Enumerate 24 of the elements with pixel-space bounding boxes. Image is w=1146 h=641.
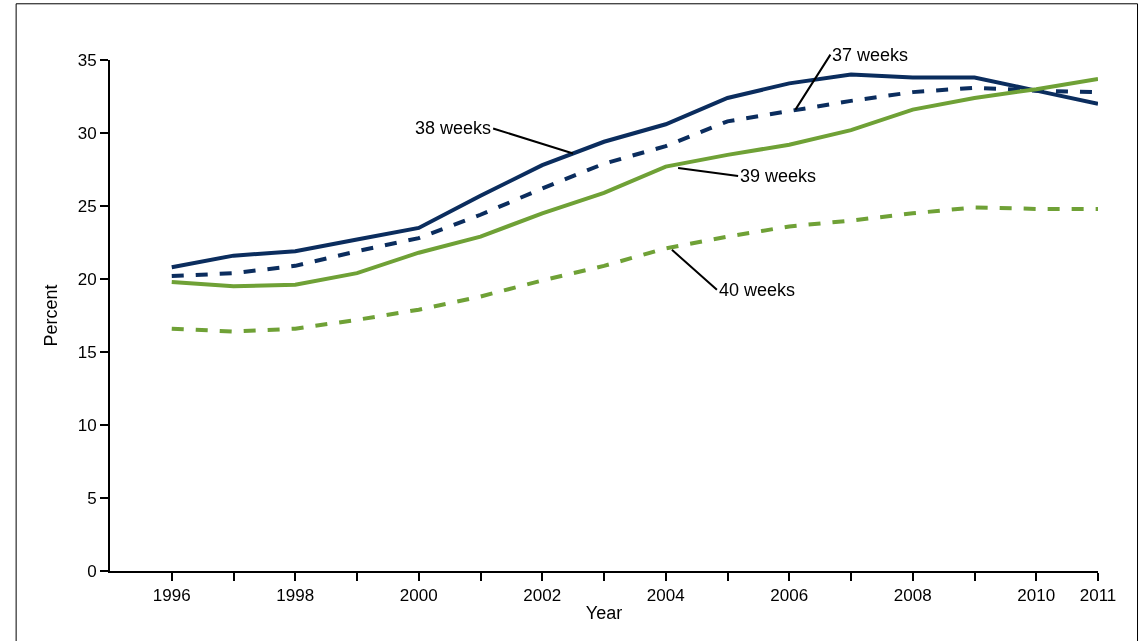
annotation: 37 weeks (832, 45, 909, 65)
y-tick-label: 5 (87, 488, 97, 508)
x-tick-label: 2010 (1017, 586, 1056, 606)
line-series (169, 205, 1098, 334)
y-tick-label: 20 (77, 269, 97, 289)
annotation: 38 weeks (415, 118, 492, 138)
x-tick-label: 2011 (1079, 586, 1117, 606)
y-tick-label: 35 (77, 50, 97, 70)
x-tick-label: 1998 (276, 586, 315, 606)
x-tick-label: 2006 (770, 586, 809, 606)
y-tick-label: 30 (77, 123, 97, 143)
x-tick-label: 2004 (646, 586, 685, 606)
x-tick-label: 2008 (893, 586, 932, 606)
y-tick-label: 0 (87, 561, 97, 581)
x-tick-label: 1996 (152, 586, 191, 606)
y-tick-label: 25 (77, 196, 97, 216)
y-tick-label: 10 (77, 415, 97, 435)
y-axis-title: Percent (41, 284, 62, 347)
annotation: 40 weeks (719, 280, 796, 300)
x-tick-label: 2002 (523, 586, 562, 606)
y-tick-label: 15 (77, 342, 97, 362)
x-axis-title: Year (585, 603, 623, 623)
x-tick-label: 2000 (399, 586, 438, 606)
annotation: 39 weeks (740, 166, 817, 186)
